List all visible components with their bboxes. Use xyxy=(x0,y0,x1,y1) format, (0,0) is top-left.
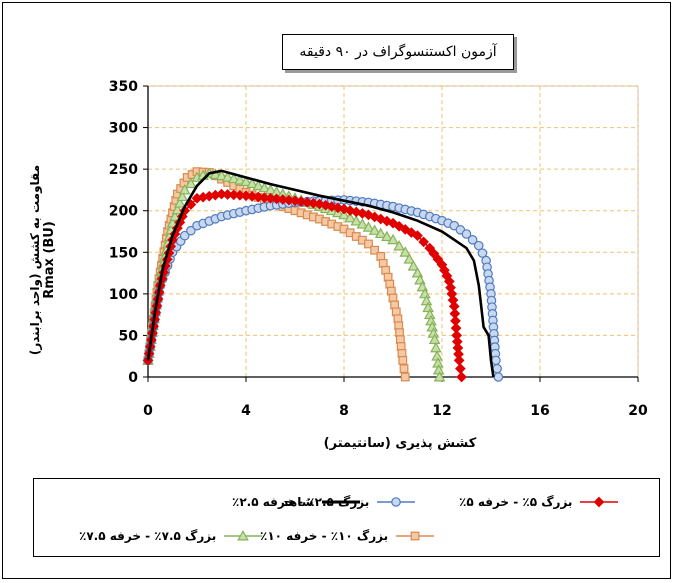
data-point xyxy=(185,177,197,189)
data-point xyxy=(400,372,410,382)
data-point xyxy=(467,235,478,245)
data-point xyxy=(368,224,381,235)
y-axis-label-rmax: Rmax (BU) xyxy=(41,221,57,299)
y-tick-label: 100 xyxy=(109,287,138,303)
data-point xyxy=(176,190,189,202)
data-point xyxy=(473,240,484,251)
data-point xyxy=(221,171,234,182)
data-point xyxy=(428,333,441,345)
x-tick-label: 20 xyxy=(628,403,648,419)
legend-label: بزرگ ۲.۵٪ - خرفه ۲.۵٪ xyxy=(232,495,370,509)
legend-swatch-square-icon xyxy=(396,531,435,541)
legend-swatch-marker xyxy=(391,497,402,507)
legend: شاهد بزرگ ۲.۵٪ - خرفه ۲.۵٪ بزرگ ۵٪ - خرف… xyxy=(33,478,660,557)
legend-swatch-line-icon xyxy=(321,500,360,504)
y-tick-label: 50 xyxy=(119,328,139,344)
x-tick-label: 12 xyxy=(432,403,451,419)
data-point xyxy=(362,221,375,232)
data-point xyxy=(350,215,363,226)
data-point xyxy=(209,168,222,179)
data-point xyxy=(492,363,502,374)
legend-label: بزرگ ۵٪ - خرفه ۵٪ xyxy=(459,495,573,509)
data-point xyxy=(246,177,258,189)
legend-label: بزرگ ۷.۵٪ - خرفه ۷.۵٪ xyxy=(79,529,217,543)
tick-labels: 0 50 100 150 200 250 300 350 0 4 8 12 16 20 xyxy=(109,79,648,419)
legend-swatch-marker xyxy=(237,529,250,541)
data-point xyxy=(403,253,416,264)
legend-item-control: شاهد xyxy=(282,495,362,509)
y-axis-label: مقاومت به کشش (واحد برابندر) Rmax (BU) xyxy=(22,100,62,420)
data-point xyxy=(370,245,380,255)
data-point xyxy=(169,210,181,221)
series-0 xyxy=(146,169,495,378)
data-point xyxy=(381,230,393,242)
data-point xyxy=(461,229,472,239)
legend-swatch-triangle-icon xyxy=(224,529,263,541)
data-point xyxy=(258,181,271,193)
data-point xyxy=(344,211,356,223)
data-point xyxy=(456,371,467,383)
y-axis-label-persian: مقاومت به کشش (واحد برابندر) xyxy=(27,164,42,356)
legend-label: بزرگ ۱۰٪ - خرفه ۱۰٪ xyxy=(260,529,389,543)
data-point xyxy=(374,227,387,239)
data-point xyxy=(240,175,252,187)
data-point xyxy=(399,246,412,257)
legend-item-5: بزرگ ۵٪ - خرفه ۵٪ xyxy=(459,495,620,509)
data-point xyxy=(412,230,423,242)
legend-swatch-marker xyxy=(594,496,605,508)
y-tick-label: 0 xyxy=(128,370,138,386)
x-tick-label: 8 xyxy=(339,403,349,419)
legend-label: شاهد xyxy=(282,495,314,509)
plot-area xyxy=(147,85,639,378)
y-tick-label: 250 xyxy=(109,162,138,178)
data-point xyxy=(171,203,184,215)
data-point xyxy=(215,169,228,181)
y-tick-label: 300 xyxy=(109,121,138,137)
data-point xyxy=(227,172,240,184)
legend-swatch-marker xyxy=(410,531,420,541)
data-point xyxy=(387,233,399,245)
data-point xyxy=(179,230,190,241)
chart-title: آزمون اکستنسوگراف در ۹۰ دقیقه xyxy=(282,34,514,70)
data-point xyxy=(433,370,446,382)
data-point xyxy=(491,355,501,366)
data-point xyxy=(430,341,442,353)
data-point xyxy=(186,225,196,236)
legend-item-10: بزرگ ۱۰٪ - خرفه ۱۰٪ xyxy=(260,529,436,543)
data-point xyxy=(407,260,420,271)
grid xyxy=(147,85,639,378)
series-line xyxy=(146,169,495,378)
series-layer xyxy=(142,167,504,383)
data-point xyxy=(356,218,369,229)
data-point xyxy=(234,174,246,185)
data-point xyxy=(398,355,408,365)
y-tick-label: 350 xyxy=(109,79,138,95)
x-tick-label: 0 xyxy=(143,403,153,419)
x-tick-label: 16 xyxy=(530,403,549,419)
data-point xyxy=(178,183,191,195)
y-tick-label: 150 xyxy=(109,245,138,261)
data-point xyxy=(399,364,409,374)
data-point xyxy=(364,239,373,249)
x-tick-label: 4 xyxy=(241,403,251,419)
y-tick-label: 200 xyxy=(109,204,138,220)
axes xyxy=(143,85,639,382)
data-point xyxy=(418,236,429,248)
chart-title-text: آزمون اکستنسوگراف در ۹۰ دقیقه xyxy=(299,44,497,60)
series-2 xyxy=(142,188,467,383)
data-point xyxy=(174,197,186,208)
legend-swatch-diamond-icon xyxy=(580,496,619,508)
data-point xyxy=(493,372,504,382)
x-axis-label: کشش پذیری (سانتیمتر) xyxy=(323,436,477,451)
legend-swatch-circle-icon xyxy=(377,497,416,507)
legend-item-7-5: بزرگ ۷.۵٪ - خرفه ۷.۵٪ xyxy=(79,529,264,543)
data-point xyxy=(252,179,265,191)
data-point xyxy=(393,240,405,251)
data-point xyxy=(477,248,488,258)
legend-item-2-5: بزرگ ۲.۵٪ - خرفه ۲.۵٪ xyxy=(232,495,417,509)
